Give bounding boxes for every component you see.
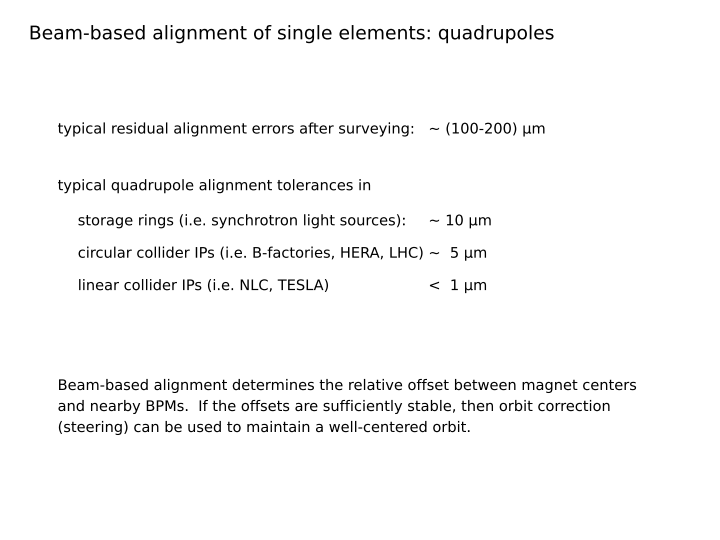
Text: Beam-based alignment determines the relative offset between magnet centers
and n: Beam-based alignment determines the rela…: [58, 378, 640, 435]
Text: typical residual alignment errors after surveying:: typical residual alignment errors after …: [58, 122, 418, 137]
Text: ~ 10 μm: ~ 10 μm: [428, 213, 492, 228]
Text: circular collider IPs (i.e. B-factories, HERA, LHC): circular collider IPs (i.e. B-factories,…: [78, 246, 425, 261]
Text: <  1 μm: < 1 μm: [428, 278, 487, 293]
Text: linear collider IPs (i.e. NLC, TESLA): linear collider IPs (i.e. NLC, TESLA): [78, 278, 330, 293]
Text: ~  5 μm: ~ 5 μm: [428, 246, 487, 261]
Text: Beam-based alignment of single elements: quadrupoles: Beam-based alignment of single elements:…: [29, 24, 554, 43]
Text: storage rings (i.e. synchrotron light sources):: storage rings (i.e. synchrotron light so…: [78, 213, 409, 228]
Text: ~ (100-200) μm: ~ (100-200) μm: [428, 122, 546, 137]
Text: typical quadrupole alignment tolerances in: typical quadrupole alignment tolerances …: [58, 178, 374, 193]
